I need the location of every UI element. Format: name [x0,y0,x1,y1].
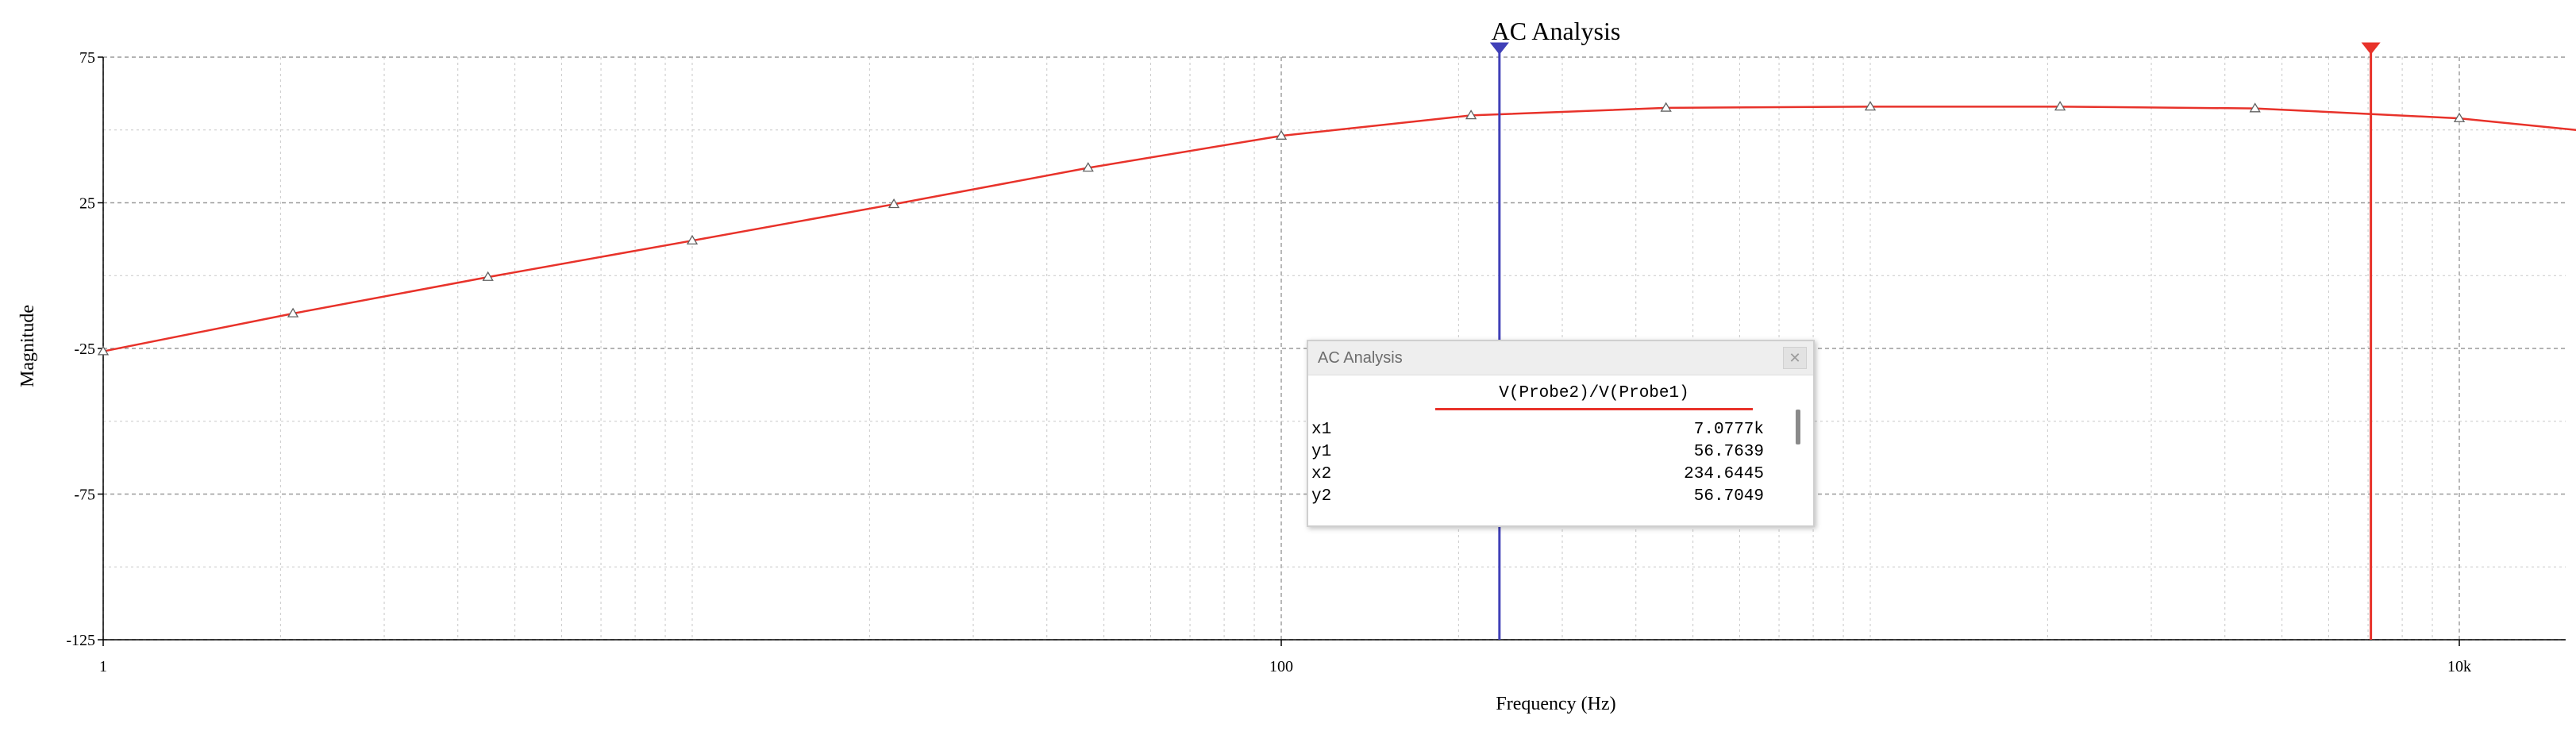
x-tick-label: 1 [99,658,107,675]
readout-titlebar[interactable]: AC Analysis ✕ [1308,341,1813,375]
readout-scrollbar[interactable] [1796,410,1800,444]
data-point-marker [1465,110,1477,120]
y-tick-label: -75 [74,487,95,504]
readout-row-value: 56.7049 [1693,487,1764,506]
tick-labels: 110010k1M100M7525-25-75-125 [66,49,2471,675]
data-point-marker [1660,102,1672,112]
chart-title: AC Analysis [1492,17,1621,45]
x-tick-label: 10k [2447,658,2471,675]
series-line [102,106,2576,352]
cursor-x1[interactable] [2361,42,2381,640]
data-point-marker [888,198,900,209]
readout-row-value: 234.6445 [1684,465,1764,483]
readout-row-value: 56.7639 [1693,443,1764,461]
data-point-marker [1082,162,1094,172]
y-tick-label: 75 [79,49,95,67]
readout-row-y1: y1 56.7639 [1308,443,1764,464]
readout-row-value: 7.0777k [1693,421,1764,439]
readout-row-x1: x1 7.0777k [1308,421,1764,441]
cursor-handle [2361,42,2381,55]
data-point-marker [2453,112,2466,122]
readout-row-y2: y2 56.7049 [1308,487,1764,508]
readout-row-x2: x2 234.6445 [1308,465,1764,486]
readout-series-label: V(Probe2)/V(Probe1) [1499,384,1689,402]
y-axis-label: Magnitude [17,305,38,387]
data-point-marker [287,307,299,317]
y-tick-label: -125 [66,632,95,649]
data-point-marker [686,234,699,245]
close-icon[interactable]: ✕ [1783,347,1807,369]
readout-row-name: x2 [1311,465,1332,483]
readout-row-name: y1 [1311,443,1332,461]
x-tick-label: 100 [1269,658,1293,675]
series-layer [97,101,2576,356]
readout-title: AC Analysis [1318,349,1403,367]
cursor-readout-panel[interactable]: AC Analysis ✕ V(Probe2)/V(Probe1) x1 7.0… [1307,340,1815,527]
readout-row-name: y2 [1311,487,1332,506]
readout-series-color-line [1435,408,1753,410]
data-point-marker [2249,102,2261,113]
y-tick-label: 25 [79,195,95,213]
x-axis-label: Frequency (Hz) [1496,694,1615,714]
y-tick-label: -25 [74,340,95,358]
data-point-marker [482,271,494,281]
cursor-handle [1489,42,1509,55]
data-point-marker [97,345,110,356]
data-point-marker [2054,101,2066,111]
readout-row-name: x1 [1311,421,1332,439]
data-point-marker [1864,101,1877,111]
data-point-marker [1275,129,1288,140]
